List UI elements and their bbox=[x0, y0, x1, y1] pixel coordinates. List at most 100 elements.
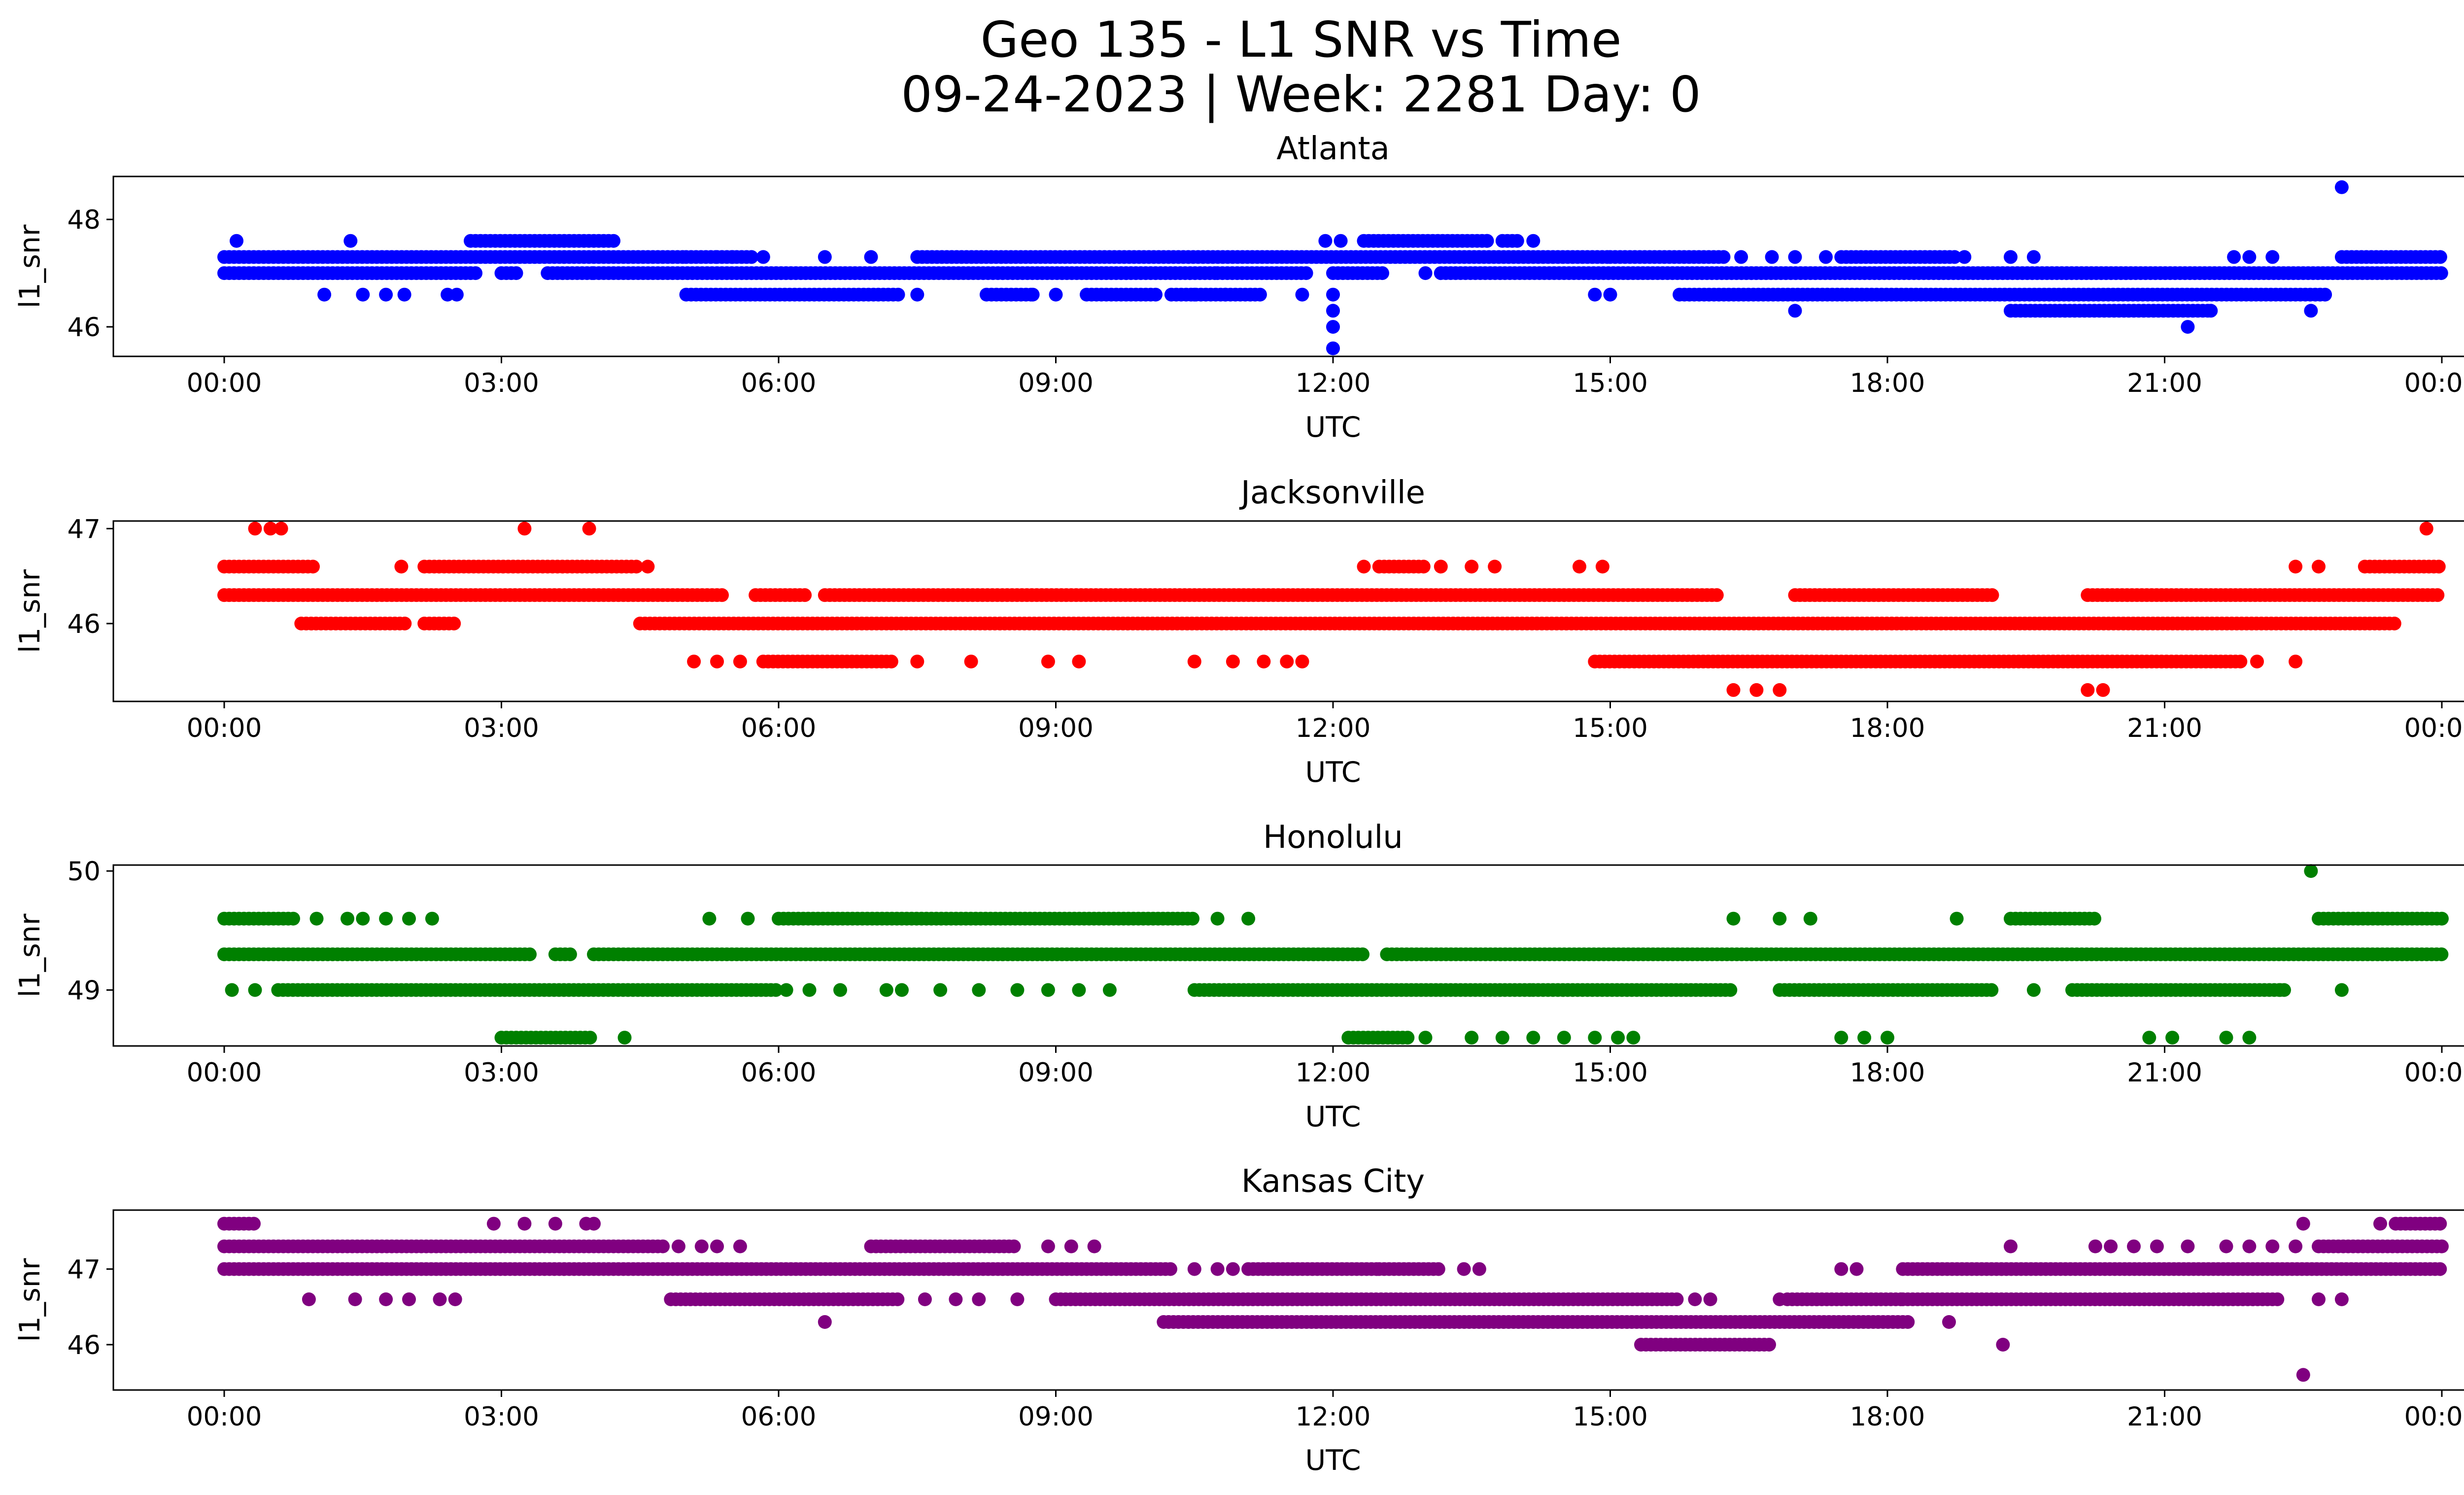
data-point bbox=[379, 1292, 393, 1306]
x-tick-label: 00:00 bbox=[187, 368, 262, 398]
data-point bbox=[1418, 266, 1433, 280]
data-point bbox=[1218, 287, 1232, 302]
data-point bbox=[1834, 1031, 1848, 1045]
data-point bbox=[1326, 304, 1340, 318]
data-point bbox=[1326, 341, 1340, 355]
data-point bbox=[1434, 559, 1448, 574]
data-point bbox=[1857, 1031, 1872, 1045]
subplot-honolulu: Honolulu 00:00 03:00 06:00 09:00 12:00 15:00 1… bbox=[14, 819, 2464, 1133]
data-point bbox=[972, 1292, 986, 1306]
x-tick-label: 03:00 bbox=[464, 1402, 539, 1432]
data-point bbox=[1495, 1031, 1509, 1045]
x-tick-label: 21:00 bbox=[2127, 368, 2202, 398]
data-point bbox=[2270, 1292, 2285, 1306]
data-point bbox=[2289, 1239, 2303, 1253]
x-tick-label: 21:00 bbox=[2127, 1402, 2202, 1432]
subplot-atlanta: Atlanta 00:00 03:00 06:00 09:00 12:00 15:00 18… bbox=[14, 131, 2464, 444]
data-point bbox=[1726, 911, 1741, 926]
data-point bbox=[2334, 1292, 2349, 1306]
data-point bbox=[448, 1292, 462, 1306]
data-point bbox=[918, 1292, 932, 1306]
data-point bbox=[1710, 588, 1724, 602]
data-markers bbox=[217, 522, 2446, 697]
data-point bbox=[1819, 250, 1833, 264]
data-point bbox=[587, 1217, 601, 1231]
x-tick-label: 03:00 bbox=[464, 1058, 539, 1088]
data-point bbox=[2312, 1292, 2326, 1306]
y-tick-label: 47 bbox=[68, 514, 101, 544]
data-point bbox=[1803, 911, 1817, 926]
data-point bbox=[1510, 234, 1524, 248]
data-point bbox=[274, 522, 288, 536]
data-point bbox=[1901, 1315, 1915, 1329]
data-point bbox=[1457, 1262, 1471, 1276]
x-tick-label: 12:00 bbox=[1296, 1058, 1371, 1088]
data-point bbox=[2273, 983, 2287, 997]
data-point bbox=[1149, 287, 1163, 302]
data-point bbox=[2096, 683, 2110, 697]
plot-title: Jacksonville bbox=[1239, 475, 1425, 511]
data-point bbox=[1788, 250, 1802, 264]
data-point bbox=[2289, 559, 2303, 574]
data-point bbox=[1187, 1262, 1201, 1276]
data-point bbox=[656, 1239, 670, 1253]
data-point bbox=[1026, 287, 1040, 302]
data-point bbox=[2004, 250, 2018, 264]
data-point bbox=[379, 911, 393, 926]
x-tick-label: 21:00 bbox=[2127, 713, 2202, 743]
data-point bbox=[884, 655, 898, 669]
data-point bbox=[1996, 1338, 2010, 1352]
x-tick-label: 15:00 bbox=[1573, 1058, 1648, 1088]
data-point bbox=[2104, 1239, 2118, 1253]
data-point bbox=[2312, 559, 2326, 574]
x-tick-label: 09:00 bbox=[1018, 1058, 1094, 1088]
data-point bbox=[523, 947, 537, 962]
x-tick-label: 18:00 bbox=[1850, 1058, 1925, 1088]
data-point bbox=[286, 911, 300, 926]
data-point bbox=[1334, 234, 1348, 248]
data-point bbox=[2250, 655, 2264, 669]
data-point bbox=[1210, 1262, 1225, 1276]
data-point bbox=[1985, 983, 1999, 997]
data-point bbox=[379, 287, 393, 302]
x-tick-label: 03:00 bbox=[464, 713, 539, 743]
figure-title-line2: 09-24-2023 | Week: 2281 Day: 0 bbox=[901, 66, 1701, 123]
data-point bbox=[1049, 287, 1063, 302]
data-point bbox=[306, 559, 320, 574]
data-point bbox=[1985, 588, 1999, 602]
plot-area: 00:00 03:00 06:00 09:00 12:00 15:00 18:00 21:00… bbox=[68, 175, 2464, 398]
data-point bbox=[1226, 655, 1240, 669]
data-point bbox=[745, 250, 758, 264]
data-point bbox=[733, 655, 747, 669]
data-point bbox=[2430, 588, 2445, 602]
data-point bbox=[1595, 559, 1609, 574]
data-point bbox=[317, 287, 332, 302]
data-point bbox=[1318, 234, 1333, 248]
x-tick-label: 12:00 bbox=[1296, 368, 1371, 398]
data-point bbox=[1241, 911, 1256, 926]
data-point bbox=[517, 1217, 532, 1231]
data-point bbox=[2181, 1239, 2195, 1253]
data-point bbox=[1834, 1262, 1848, 1276]
data-point bbox=[1041, 655, 1055, 669]
data-point bbox=[509, 266, 523, 280]
data-point bbox=[1703, 1292, 1717, 1306]
data-point bbox=[263, 522, 277, 536]
data-point bbox=[2296, 1368, 2310, 1382]
data-point bbox=[1164, 1262, 1177, 1276]
y-tick-label: 48 bbox=[68, 205, 101, 235]
data-point bbox=[933, 983, 948, 997]
data-point bbox=[1326, 320, 1340, 334]
data-point bbox=[2026, 983, 2041, 997]
data-point bbox=[248, 522, 262, 536]
data-point bbox=[2433, 1262, 2447, 1276]
data-point bbox=[230, 234, 243, 248]
data-point bbox=[1295, 655, 1309, 669]
data-point bbox=[972, 983, 986, 997]
data-point bbox=[802, 983, 817, 997]
data-point bbox=[1187, 655, 1201, 669]
plot-area: 00:00 03:00 06:00 09:00 12:00 15:00 18:00 21:00… bbox=[68, 1209, 2464, 1432]
data-point bbox=[225, 983, 239, 997]
data-point bbox=[890, 1292, 905, 1306]
data-point bbox=[1688, 1292, 1702, 1306]
